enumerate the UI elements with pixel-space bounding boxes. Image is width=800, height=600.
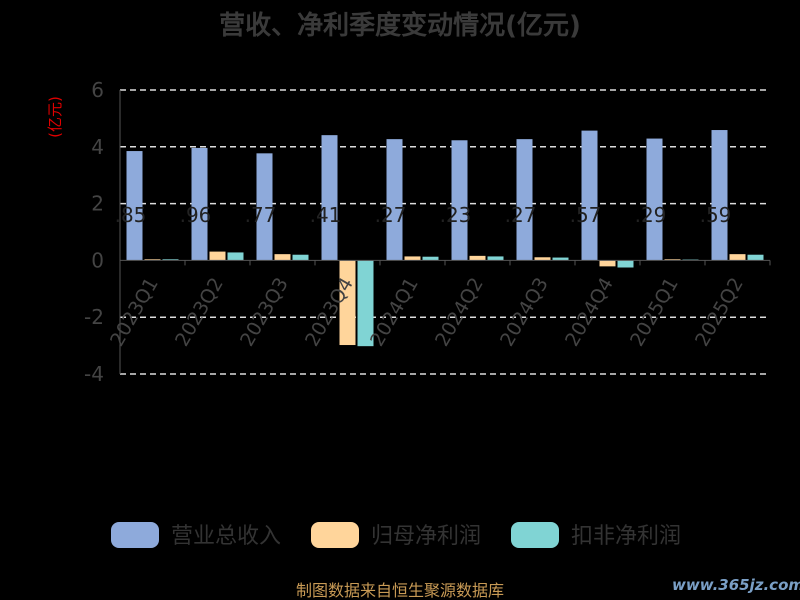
legend: 营业总收入 归母净利润 扣非净利润 (111, 522, 681, 549)
bar-1-2025Q2 (711, 130, 728, 261)
data-label-2024Q1: .27 (375, 203, 407, 227)
x-tick-label: 2025Q2 (691, 274, 748, 350)
bar-series (126, 130, 764, 347)
x-tick-label: 2024Q2 (431, 274, 488, 350)
data-label-2025Q1: .29 (635, 203, 667, 227)
data-label-2023Q2: .96 (180, 203, 212, 227)
bar-1-2023Q2 (191, 147, 208, 261)
x-tick-label: 2023Q3 (236, 274, 293, 350)
bar-2-2025Q1 (664, 259, 681, 261)
x-tick-label: 2024Q1 (366, 274, 423, 350)
x-tick-label: 2024Q3 (496, 274, 553, 350)
x-tick-label: 2023Q2 (171, 274, 228, 350)
bar-3-2023Q1 (162, 259, 179, 261)
x-tick-label: 2024Q4 (561, 274, 618, 350)
data-label-2024Q4: .57 (570, 203, 602, 227)
y-tick-label: 6 (91, 78, 104, 102)
x-tick-labels: 2023Q1 2023Q2 2023Q3 2023Q4 2024Q1 2024Q2 2024… (106, 274, 748, 350)
axes (119, 90, 771, 374)
bar-1-2023Q3 (256, 153, 273, 261)
y-tick-label: 0 (91, 248, 104, 272)
bar-1-2024Q4 (581, 130, 598, 261)
data-label-2023Q1: .85 (115, 203, 147, 227)
bar-3-2024Q4 (617, 260, 634, 268)
bar-1-2023Q4 (321, 135, 338, 261)
bar-2-2023Q4 (339, 260, 356, 346)
y-tick-label: 2 (91, 192, 104, 216)
y-tick-label: -2 (84, 305, 104, 329)
legend-label-1: 营业总收入 (171, 524, 281, 549)
bar-3-2023Q3 (292, 254, 309, 261)
bar-2-2024Q2 (469, 255, 486, 261)
y-tick-labels: -4 -2 0 2 4 6 (84, 78, 104, 386)
legend-label-3: 扣非净利润 (571, 524, 681, 549)
bar-3-2024Q3 (552, 257, 569, 261)
data-source-note: 制图数据来自恒生聚源数据库 (296, 581, 504, 600)
bar-3-2023Q2 (227, 252, 244, 261)
data-label-2024Q2: .23 (440, 203, 472, 227)
y-axis-unit-label: (亿元) (46, 96, 64, 138)
chart-title: 营收、净利季度变动情况(亿元) (219, 10, 581, 41)
bar-1-2025Q1 (646, 138, 663, 261)
legend-swatch-3 (511, 522, 559, 548)
bar-2-2024Q3 (534, 257, 551, 261)
legend-swatch-1 (111, 522, 159, 548)
bar-3-2024Q1 (422, 256, 439, 261)
y-tick-label: 4 (91, 135, 104, 159)
bar-2-2024Q4 (599, 260, 616, 267)
legend-label-2: 归母净利润 (371, 524, 481, 549)
x-tick-label: 2023Q1 (106, 274, 163, 350)
y-tick-label: -4 (84, 362, 104, 386)
x-tick-label: 2025Q1 (626, 274, 683, 350)
watermark: www.365jz.com (672, 576, 800, 594)
data-label-2023Q4: .41 (310, 203, 342, 227)
bar-3-2024Q2 (487, 256, 504, 261)
bar-2-2023Q2 (209, 251, 226, 261)
bar-2-2023Q1 (144, 259, 161, 261)
bar-2-2023Q3 (274, 254, 291, 261)
bar-2-2024Q1 (404, 256, 421, 261)
bar-3-2025Q2 (747, 254, 764, 261)
legend-swatch-2 (311, 522, 359, 548)
bar-1-2024Q1 (386, 139, 403, 261)
data-label-2025Q2: .59 (700, 203, 732, 227)
data-labels: .85 .96 .77 .41 .27 .23 .27 .57 .29 .59 (115, 203, 732, 227)
data-label-2024Q3: .27 (505, 203, 537, 227)
data-label-2023Q3: .77 (245, 203, 277, 227)
bar-3-2023Q4 (357, 260, 374, 347)
bar-1-2023Q1 (126, 151, 143, 261)
bar-2-2025Q2 (729, 254, 746, 261)
bar-1-2024Q2 (451, 140, 468, 261)
bar-1-2024Q3 (516, 139, 533, 261)
